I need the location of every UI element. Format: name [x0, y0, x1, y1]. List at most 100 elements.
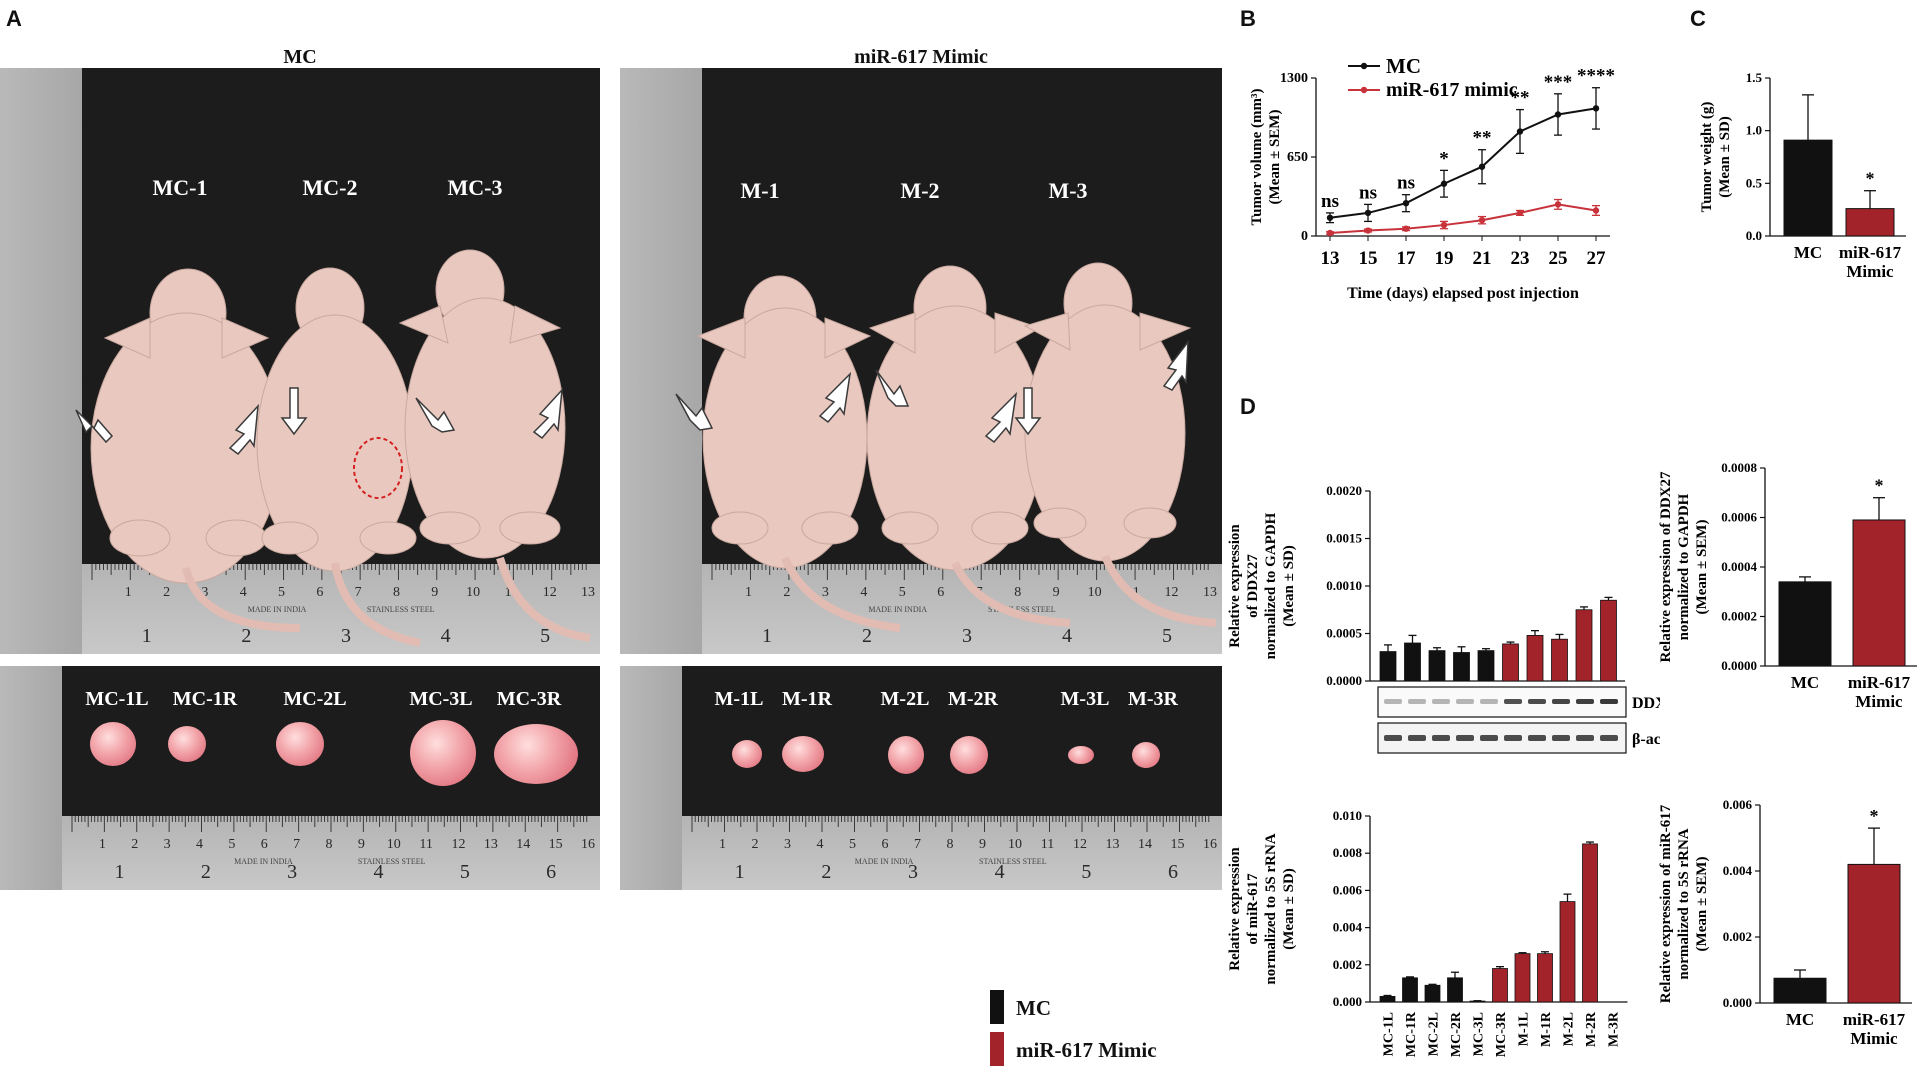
x-tick-label: M-1R	[1539, 1011, 1554, 1047]
tumor-mc-3l	[410, 720, 476, 786]
ruler-horizontal: 1 2 3 4 5 6 7 8 9 10 11 12 13 14 15 16 1 2 3 4 5 6 MADE IN IND…	[682, 816, 1222, 890]
ruler-text: STAINLESS STEEL	[979, 857, 1047, 866]
tumor-mc-3r	[494, 724, 578, 784]
bar-mc	[1773, 977, 1827, 1004]
blot-band	[1456, 699, 1474, 704]
ruler-inch-number: 2	[821, 861, 831, 883]
data-point	[1364, 227, 1372, 234]
ruler-number: 7	[914, 837, 921, 852]
x-tick-label: MC	[1786, 1010, 1814, 1029]
tumor-mc-2l	[276, 722, 324, 766]
y-axis-label: normalized to GAPDH	[1263, 512, 1279, 659]
photo-mimic-mice: 1 2 3 4 5 6 7 8 9 10 11 12 13 1 2 3 4 5 MADE IN INDIA STAIN…	[620, 68, 1222, 654]
y-tick-label: 0.0006	[1721, 510, 1757, 525]
y-tick-label: 0.004	[1723, 863, 1753, 878]
significance-label: ns	[1359, 182, 1377, 203]
data-point	[1326, 229, 1334, 237]
panel-letter-b: B	[1240, 6, 1256, 31]
ruler-number: 7	[355, 585, 362, 600]
blot-band	[1408, 699, 1426, 704]
series-line-mimic	[1329, 203, 1597, 234]
ruler-number: 9	[1053, 585, 1060, 600]
ruler-inch-number: 4	[373, 861, 383, 883]
ruler-text: MADE IN INDIA	[868, 605, 927, 614]
data-point	[1592, 207, 1600, 214]
significance-label: **	[1511, 88, 1530, 109]
ruler-number: 2	[163, 585, 170, 600]
chart-d1-ddx27-expression: 0.0000 0.0005 0.0010 0.0015 0.0020 Relative e…	[1227, 483, 1660, 754]
bar-mc	[1453, 652, 1470, 682]
x-tick-label: 13	[1321, 248, 1340, 269]
legend-label-mimic: miR-617 mimic	[1386, 79, 1518, 101]
legend: MC miR-617 Mimic	[990, 990, 1220, 1070]
blot-band	[1552, 735, 1570, 741]
ruler-number: 2	[752, 837, 759, 852]
ruler-number: 2	[131, 837, 138, 852]
ruler-number: 13	[581, 585, 595, 600]
ruler-number: 5	[899, 585, 906, 600]
ruler-number: 12	[1073, 837, 1087, 852]
x-tick-label: MC	[1794, 243, 1822, 262]
panel-letter-a: A	[6, 6, 22, 31]
mice-illustration-mimic	[675, 262, 1217, 632]
ruler-number: 1	[125, 585, 132, 600]
legend-marker-mimic	[1360, 86, 1368, 94]
bar-mc	[1428, 650, 1446, 682]
y-axis-label: (Mean ± SEM)	[1267, 110, 1283, 205]
tumor-m-3l	[1068, 746, 1094, 764]
ruler-number: 6	[882, 837, 889, 852]
y-tick-label: 1.5	[1746, 70, 1763, 85]
tumor-label-mc-2l: MC-2L	[283, 688, 347, 710]
x-tick-label: MC-1L	[1382, 1012, 1397, 1056]
ruler-number: 1	[99, 837, 106, 852]
chart-d3-mir617-expression: 0.000 0.002 0.004 0.006 0.008 0.010 MC-1L MC-1R…	[1227, 808, 1628, 1057]
photo-title-mimic: miR-617 Mimic	[854, 46, 988, 68]
legend-label-mc: MC	[1386, 54, 1421, 78]
y-tick-label: 0.0000	[1326, 673, 1362, 688]
tumor-mc-1l	[90, 722, 136, 766]
bar-mc	[1404, 642, 1421, 682]
ruler-inch-number: 1	[735, 861, 745, 883]
bar-mc	[1447, 977, 1463, 1003]
mouse-label-mc-2: MC-2	[302, 175, 358, 200]
bar-mc	[1424, 984, 1441, 1003]
ruler-number: 3	[201, 585, 208, 600]
data-point	[1516, 209, 1524, 217]
ruler-inch-number: 3	[908, 861, 918, 883]
tumor-label-mc-1r: MC-1R	[172, 688, 238, 710]
blot-band	[1384, 735, 1402, 741]
data-point	[1554, 201, 1562, 208]
data-point	[1592, 105, 1600, 112]
tumor-mc-1r	[168, 726, 206, 762]
significance-label: ns	[1397, 173, 1415, 194]
photo-mc-mice: 1 2 3 4 5 6 7 8 9 10 11 12 13 1 2 3 4 5 MADE IN INDIA STAIN…	[0, 68, 600, 654]
ruler-number: 14	[1138, 837, 1152, 852]
significance-label: *	[1866, 169, 1875, 189]
significance-label: *	[1439, 148, 1449, 169]
y-tick-label: 0.0020	[1326, 483, 1362, 498]
ruler-number: 11	[1041, 837, 1054, 852]
tumor-m-2l	[888, 736, 924, 774]
ruler-number: 14	[516, 837, 530, 852]
mouse-label-mc-1: MC-1	[152, 175, 208, 200]
ruler-inch-number: 5	[540, 625, 550, 647]
tumor-label-m-2r: M-2R	[948, 688, 998, 710]
bar-mimic	[1526, 634, 1544, 682]
ruler-number: 4	[196, 837, 203, 852]
ruler-number: 3	[822, 585, 829, 600]
ruler-text: MADE IN INDIA	[855, 857, 914, 866]
bar-mc	[1379, 651, 1397, 682]
ruler-text: STAINLESS STEEL	[367, 605, 435, 614]
x-tick-label: miR-617	[1848, 673, 1911, 692]
data-point	[1554, 111, 1562, 118]
blot-band	[1480, 735, 1498, 741]
bar-mimic	[1537, 953, 1553, 1003]
y-axis-label: of miR-617	[1245, 873, 1261, 945]
blot-label-beta-actin: β-actin	[1632, 731, 1660, 748]
data-point	[1326, 214, 1334, 221]
y-tick-label: 0.002	[1723, 929, 1752, 944]
x-tick-label: M-3R	[1607, 1011, 1622, 1047]
bar-mc	[1379, 996, 1396, 1003]
ruler-number: 13	[1203, 585, 1217, 600]
